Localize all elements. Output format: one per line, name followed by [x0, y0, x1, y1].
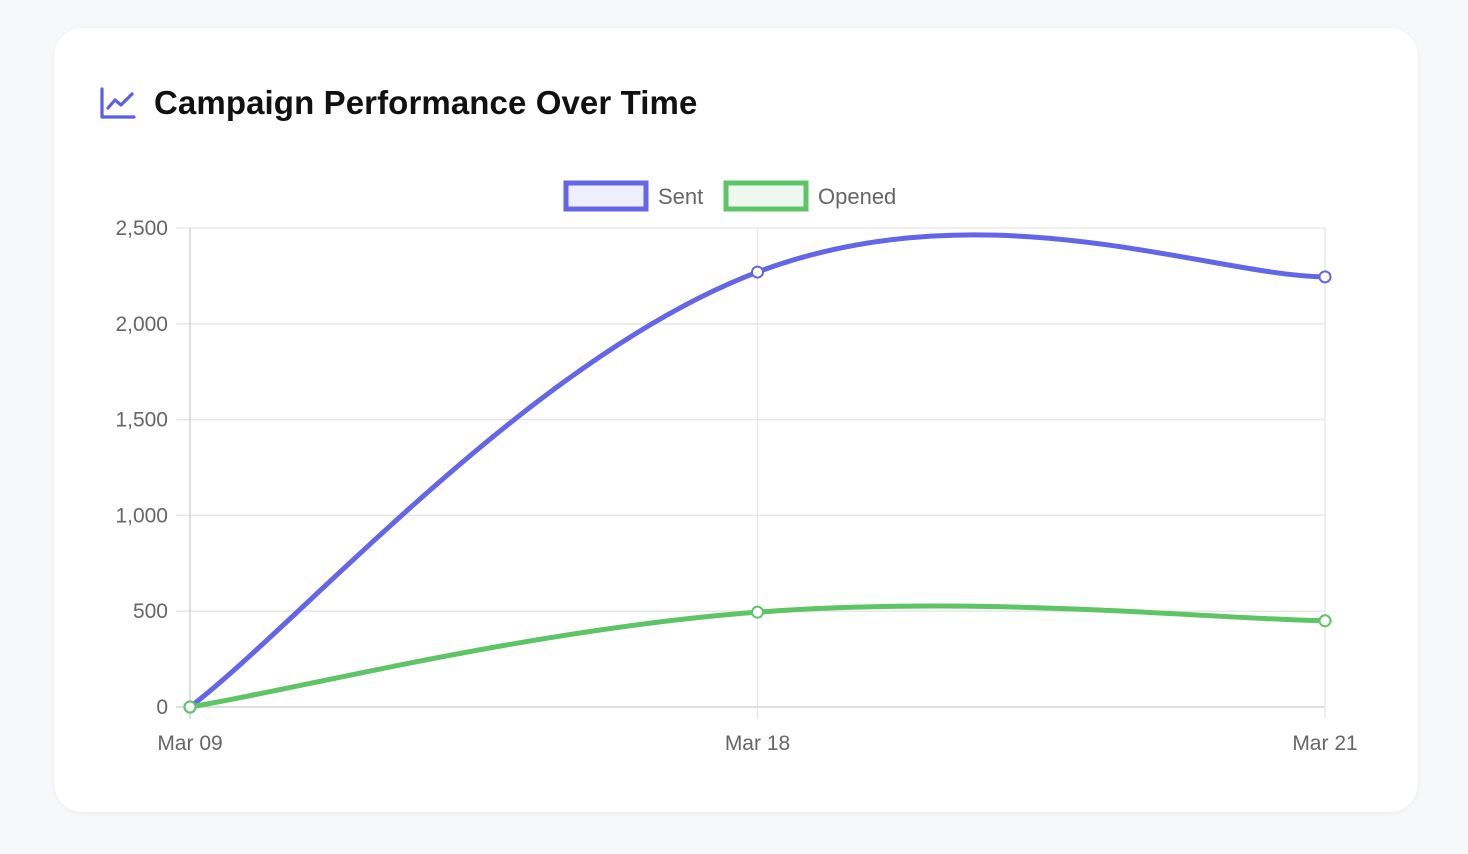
page-title: Campaign Performance Over Time	[154, 84, 698, 121]
x-tick-label: Mar 21	[1292, 732, 1357, 755]
series-line-sent	[187, 232, 1328, 710]
data-point-sent[interactable]	[1318, 270, 1332, 284]
line-chart-icon	[100, 87, 136, 119]
y-tick-label: 1,500	[115, 409, 168, 432]
y-tick-label: 0	[156, 696, 168, 719]
y-tick-label: 500	[133, 600, 168, 623]
x-tick-label: Mar 09	[157, 732, 222, 755]
data-point-opened[interactable]	[183, 700, 197, 714]
legend-label-opened[interactable]: Opened	[818, 184, 896, 209]
data-point-opened[interactable]	[751, 605, 764, 619]
y-tick-label: 2,000	[115, 313, 168, 336]
y-tick-label: 2,500	[115, 217, 168, 240]
y-tick-label: 1,000	[115, 504, 168, 527]
x-tick-label: Mar 18	[725, 732, 790, 755]
data-point-sent[interactable]	[751, 265, 764, 279]
legend-label-sent[interactable]: Sent	[658, 184, 703, 209]
card-header: Campaign Performance Over Time	[100, 84, 697, 122]
data-point-opened[interactable]	[1318, 614, 1332, 628]
legend-swatch-sent[interactable]	[563, 180, 649, 212]
legend-swatch-opened[interactable]	[723, 180, 809, 212]
